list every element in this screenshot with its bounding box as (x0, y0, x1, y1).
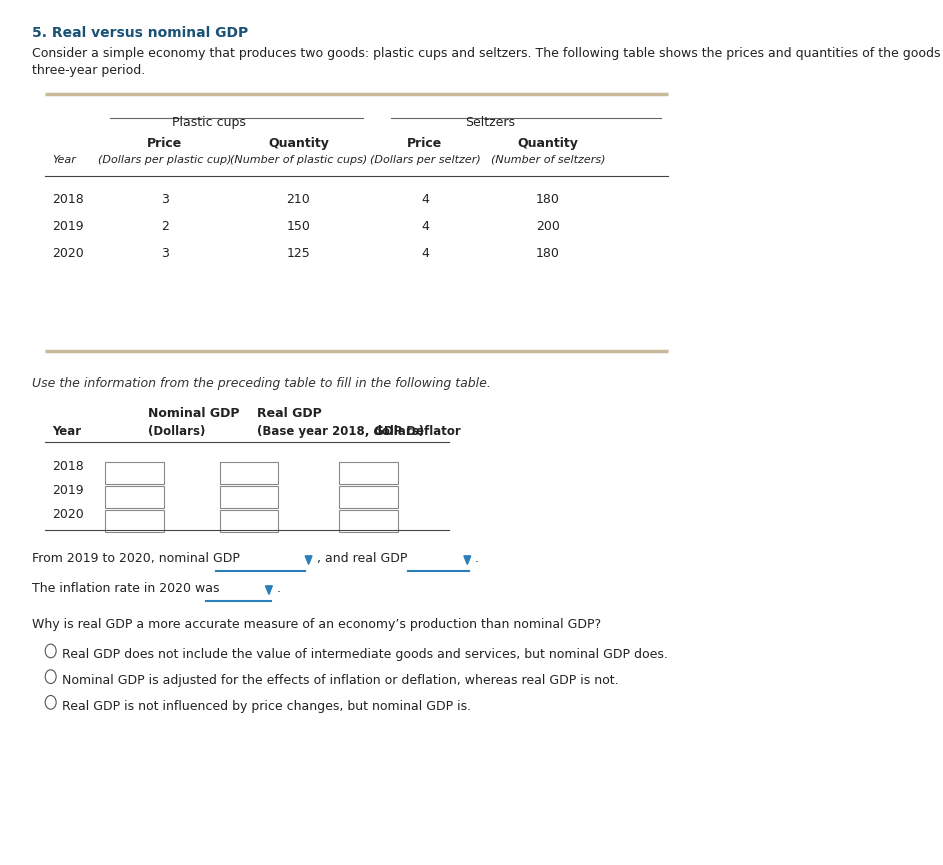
Text: 180: 180 (537, 247, 560, 260)
FancyBboxPatch shape (339, 462, 398, 484)
FancyBboxPatch shape (106, 462, 163, 484)
Text: (Number of plastic cups): (Number of plastic cups) (230, 155, 367, 165)
Text: Nominal GDP: Nominal GDP (148, 407, 240, 420)
Polygon shape (306, 556, 312, 565)
Text: 180: 180 (537, 193, 560, 206)
Text: (Dollars): (Dollars) (148, 425, 206, 438)
Text: 4: 4 (421, 247, 429, 260)
Text: Real GDP is not influenced by price changes, but nominal GDP is.: Real GDP is not influenced by price chan… (62, 700, 472, 713)
FancyBboxPatch shape (339, 509, 398, 532)
Text: Seltzers: Seltzers (465, 116, 515, 129)
Text: three-year period.: three-year period. (31, 64, 145, 77)
Text: 2020: 2020 (52, 508, 84, 521)
Text: 3: 3 (161, 193, 169, 206)
Text: 210: 210 (287, 193, 310, 206)
Text: GDP Deflator: GDP Deflator (373, 425, 460, 438)
Text: From 2019 to 2020, nominal GDP: From 2019 to 2020, nominal GDP (31, 553, 240, 566)
Text: Quantity: Quantity (518, 137, 578, 150)
Text: (Base year 2018, dollars): (Base year 2018, dollars) (257, 425, 424, 438)
Polygon shape (464, 556, 471, 565)
Text: Year: Year (52, 425, 81, 438)
Text: Price: Price (407, 137, 442, 150)
Text: Price: Price (147, 137, 183, 150)
Text: Use the information from the preceding table to fill in the following table.: Use the information from the preceding t… (31, 377, 490, 390)
FancyBboxPatch shape (339, 485, 398, 508)
Text: Real GDP does not include the value of intermediate goods and services, but nomi: Real GDP does not include the value of i… (62, 649, 669, 662)
Text: 150: 150 (287, 220, 310, 233)
Text: (Dollars per plastic cup): (Dollars per plastic cup) (98, 155, 232, 165)
Text: , and real GDP: , and real GDP (318, 553, 408, 566)
Text: 4: 4 (421, 220, 429, 233)
Text: (Number of seltzers): (Number of seltzers) (490, 155, 605, 165)
Text: 5. Real versus nominal GDP: 5. Real versus nominal GDP (31, 26, 248, 40)
Text: Consider a simple economy that produces two goods: plastic cups and seltzers. Th: Consider a simple economy that produces … (31, 47, 943, 60)
Text: .: . (475, 553, 479, 566)
Text: (Dollars per seltzer): (Dollars per seltzer) (370, 155, 480, 165)
Text: Real GDP: Real GDP (257, 407, 323, 420)
Text: 2018: 2018 (52, 193, 84, 206)
FancyBboxPatch shape (220, 485, 278, 508)
Text: 3: 3 (161, 247, 169, 260)
Text: 2018: 2018 (52, 460, 84, 473)
FancyBboxPatch shape (106, 485, 163, 508)
Text: 200: 200 (537, 220, 560, 233)
Text: 125: 125 (287, 247, 310, 260)
FancyBboxPatch shape (106, 509, 163, 532)
Text: Nominal GDP is adjusted for the effects of inflation or deflation, whereas real : Nominal GDP is adjusted for the effects … (62, 674, 619, 687)
Text: 2020: 2020 (52, 247, 84, 260)
Text: 2: 2 (161, 220, 169, 233)
Text: .: . (276, 582, 280, 595)
Text: 2019: 2019 (52, 220, 84, 233)
Text: The inflation rate in 2020 was: The inflation rate in 2020 was (31, 582, 219, 595)
Polygon shape (266, 586, 273, 594)
FancyBboxPatch shape (220, 462, 278, 484)
FancyBboxPatch shape (220, 509, 278, 532)
Text: 4: 4 (421, 193, 429, 206)
Text: Quantity: Quantity (268, 137, 329, 150)
Text: Why is real GDP a more accurate measure of an economy’s production than nominal : Why is real GDP a more accurate measure … (31, 618, 601, 631)
Text: Year: Year (52, 155, 76, 165)
Text: Plastic cups: Plastic cups (173, 116, 246, 129)
Text: 2019: 2019 (52, 484, 84, 497)
